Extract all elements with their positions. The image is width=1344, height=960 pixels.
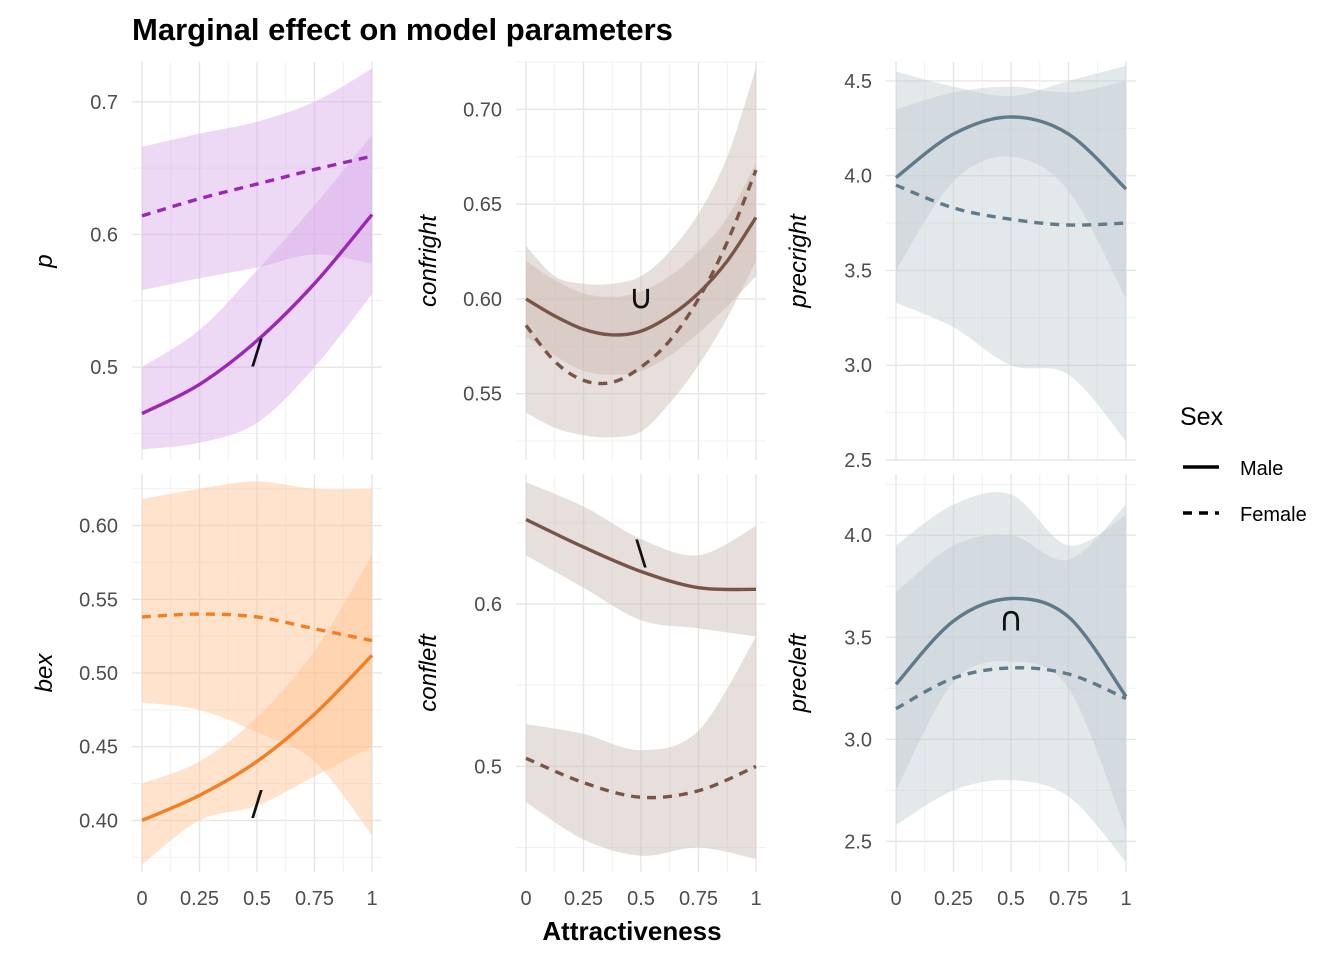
gridlines [516, 474, 766, 872]
x-tick-label: 1 [1120, 888, 1131, 910]
y-tick-label: 0.60 [463, 289, 502, 311]
ribbon-female [526, 636, 756, 859]
ribbon-female [896, 65, 1126, 442]
line-male [894, 115, 1128, 191]
line-female [895, 666, 1127, 711]
y-tick-label: 2.5 [844, 831, 872, 853]
x-tick-label: 0.75 [1049, 888, 1088, 910]
y-tick-label: 4.0 [844, 525, 872, 547]
x-tick-label: 0.25 [180, 888, 219, 910]
line-male [525, 216, 758, 337]
line-male [141, 213, 374, 416]
line-male [141, 654, 374, 822]
ribbon-female [896, 491, 1126, 862]
x-axis-title: Attractiveness [542, 916, 721, 946]
y-tick-label: 3.5 [844, 627, 872, 649]
line-female [141, 612, 373, 643]
gridlines [132, 474, 382, 872]
line-male [894, 596, 1128, 698]
trend-annotation: ∪ [629, 277, 654, 317]
panel-bex: / 0.40 0.45 0.50 0.55 0.60 0 0.25 0.5 0.75 1 bex [31, 474, 382, 910]
ribbon-female [142, 68, 372, 291]
y-tick-label: 4.5 [844, 71, 872, 93]
gridlines [886, 62, 1136, 461]
y-tick-label: 3.5 [844, 260, 872, 282]
trend-annotation: \ [635, 534, 647, 574]
y-tick-label: 0.6 [90, 224, 118, 246]
x-tick-label: 0 [136, 888, 147, 910]
x-tick-label: 0.25 [934, 888, 973, 910]
x-tick-label: 0.5 [997, 888, 1025, 910]
x-tick-label: 1 [750, 888, 761, 910]
y-tick-label: 0.55 [463, 384, 502, 406]
line-female [895, 183, 1127, 227]
panels-container: /0.50.60.7p∪0.550.600.650.70confright2.5… [31, 61, 1136, 910]
panel-p: / 0.5 0.6 0.7 p [31, 62, 382, 460]
y-tick-label: 0.60 [79, 516, 118, 538]
ribbon-male [142, 134, 372, 450]
legend-label-male: Male [1240, 458, 1283, 480]
y-axis-title: confleft [415, 633, 442, 712]
trend-annotation: / [251, 784, 263, 824]
legend-label-female: Female [1240, 504, 1307, 526]
line-female [141, 154, 373, 218]
panel-precright: 2.5 3.0 3.5 4.0 4.5 precright [785, 62, 1136, 472]
x-tick-label: 1 [366, 888, 377, 910]
x-tick-label: 0.25 [564, 888, 603, 910]
ribbon-male [526, 162, 756, 375]
x-tick-label: 0.5 [243, 888, 271, 910]
y-axis-title: p [31, 254, 58, 268]
trend-annotation: / [251, 332, 263, 372]
y-tick-label: 3.0 [844, 355, 872, 377]
line-female [525, 756, 757, 800]
x-tick-label: 0 [520, 888, 531, 910]
y-tick-label: 0.5 [474, 756, 502, 778]
y-axis-title: bex [31, 653, 58, 693]
y-tick-label: 0.70 [463, 99, 502, 121]
ribbon-male [526, 482, 756, 637]
x-tick-label: 0.75 [679, 888, 718, 910]
y-tick-label: 0.65 [463, 194, 502, 216]
y-tick-label: 0.55 [79, 589, 118, 611]
y-axis-title: confright [415, 214, 442, 307]
chart-title: Marginal effect on model parameters [132, 12, 673, 47]
y-tick-label: 0.40 [79, 810, 118, 832]
legend-title: Sex [1180, 403, 1224, 431]
x-tick-label: 0.75 [295, 888, 334, 910]
y-tick-label: 2.5 [844, 450, 872, 472]
y-axis-title: precright [785, 213, 812, 309]
gridlines [516, 61, 766, 460]
ribbon-female [142, 481, 372, 836]
y-tick-label: 0.6 [474, 594, 502, 616]
panel-precleft: ∩ 2.5 3.0 3.5 4.0 0 0.25 0.5 0.75 1 precleft [785, 474, 1136, 910]
y-tick-label: 0.5 [90, 357, 118, 379]
y-tick-label: 0.45 [79, 737, 118, 759]
ribbon-male [142, 555, 372, 865]
y-tick-label: 3.0 [844, 729, 872, 751]
panel-confright: ∪ 0.55 0.60 0.65 0.70 confright [415, 61, 766, 460]
y-tick-label: 0.50 [79, 663, 118, 685]
ribbon-male [896, 504, 1126, 832]
line-male [525, 517, 757, 592]
y-tick-label: 4.0 [844, 166, 872, 188]
ribbon-female [526, 67, 756, 438]
gridlines [132, 62, 382, 460]
y-axis-title: precleft [785, 632, 812, 713]
trend-annotation: ∩ [999, 599, 1024, 639]
x-tick-label: 0 [890, 888, 901, 910]
x-tick-label: 0.5 [627, 888, 655, 910]
y-tick-label: 0.7 [90, 92, 118, 114]
panel-confleft: \ 0.5 0.6 0 0.25 0.5 0.75 1 confleft [415, 474, 766, 910]
gridlines [886, 474, 1136, 872]
legend: Sex Male Female [1180, 403, 1307, 526]
